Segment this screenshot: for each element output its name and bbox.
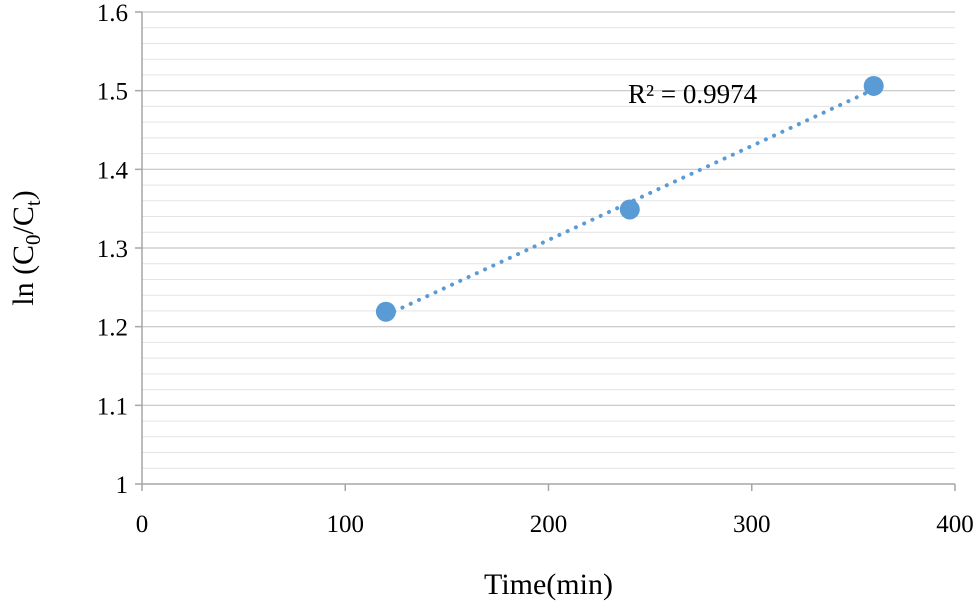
data-point	[863, 75, 884, 96]
trendline	[383, 87, 876, 318]
data-point	[375, 301, 396, 322]
y-tick-label: 1.4	[97, 157, 129, 184]
axis-layer	[135, 11, 956, 491]
y-tick-label: 1.5	[97, 79, 128, 106]
y-axis-title-suffix: )	[7, 190, 40, 200]
y-tick-label: 1.6	[97, 0, 128, 27]
grid-layer	[142, 11, 955, 469]
x-axis-title: Time(min)	[484, 568, 613, 601]
trendline-layer	[383, 87, 876, 318]
y-axis-title-subscript-0: 0	[21, 234, 45, 245]
y-tick-label: 1.1	[97, 393, 128, 420]
tick-label-layer: 1 1.1 1.2 1.3 1.4 1.5 1.6 0 100 200 300 400	[97, 0, 974, 538]
x-tick-label: 100	[327, 511, 365, 538]
x-tick-label: 300	[733, 511, 771, 538]
data-point-layer	[375, 75, 884, 322]
y-axis-title-prefix: ln (C	[7, 245, 40, 306]
y-tick-label: 1.2	[97, 315, 128, 342]
x-tick-label: 0	[136, 511, 149, 538]
y-axis-title-middle: /C	[7, 206, 40, 234]
x-tick-label: 400	[936, 511, 974, 538]
data-point	[619, 199, 640, 220]
y-tick-label: 1.3	[97, 236, 128, 263]
y-axis-title-subscript-t: t	[21, 200, 45, 206]
y-axis-title: ln (C0/Ct)	[7, 190, 45, 306]
r-squared-annotation: R² = 0.9974	[628, 79, 758, 109]
x-tick-label: 200	[530, 511, 568, 538]
y-tick-label: 1	[116, 472, 129, 499]
